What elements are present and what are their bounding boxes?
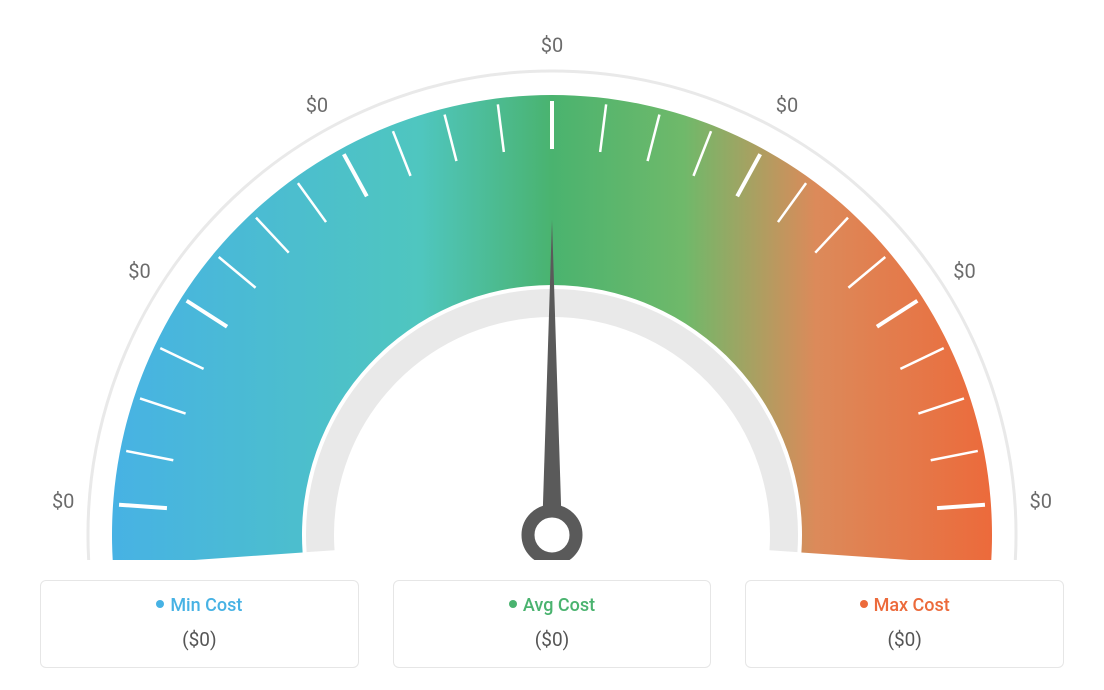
legend-avg-value: ($0) [404, 628, 701, 651]
gauge-area: $0 $0 $0 $0 $0 $0 $0 [0, 0, 1104, 560]
dot-icon [156, 600, 164, 608]
gauge-svg [0, 0, 1104, 560]
gauge-tick-label: $0 [128, 259, 150, 283]
gauge-tick-label: $0 [1030, 489, 1052, 513]
dot-icon [860, 600, 868, 608]
legend-min-value: ($0) [51, 628, 348, 651]
legend-row: Min Cost ($0) Avg Cost ($0) Max Cost ($0… [40, 580, 1064, 668]
legend-card-avg: Avg Cost ($0) [393, 580, 712, 668]
legend-max-value: ($0) [756, 628, 1053, 651]
legend-avg-label: Avg Cost [523, 595, 595, 616]
legend-min-title: Min Cost [51, 595, 348, 616]
dot-icon [509, 600, 517, 608]
gauge-tick-label: $0 [541, 33, 563, 57]
legend-avg-title: Avg Cost [404, 595, 701, 616]
legend-max-title: Max Cost [756, 595, 1053, 616]
cost-gauge-widget: $0 $0 $0 $0 $0 $0 $0 Min Cost ($0) Avg Cost ($… [0, 0, 1104, 690]
legend-card-min: Min Cost ($0) [40, 580, 359, 668]
gauge-tick-label: $0 [306, 93, 328, 117]
gauge-tick-label: $0 [52, 489, 74, 513]
legend-card-max: Max Cost ($0) [745, 580, 1064, 668]
gauge-tick-label: $0 [953, 259, 975, 283]
legend-min-label: Min Cost [170, 595, 242, 616]
legend-max-label: Max Cost [874, 595, 950, 616]
gauge-tick-label: $0 [776, 93, 798, 117]
